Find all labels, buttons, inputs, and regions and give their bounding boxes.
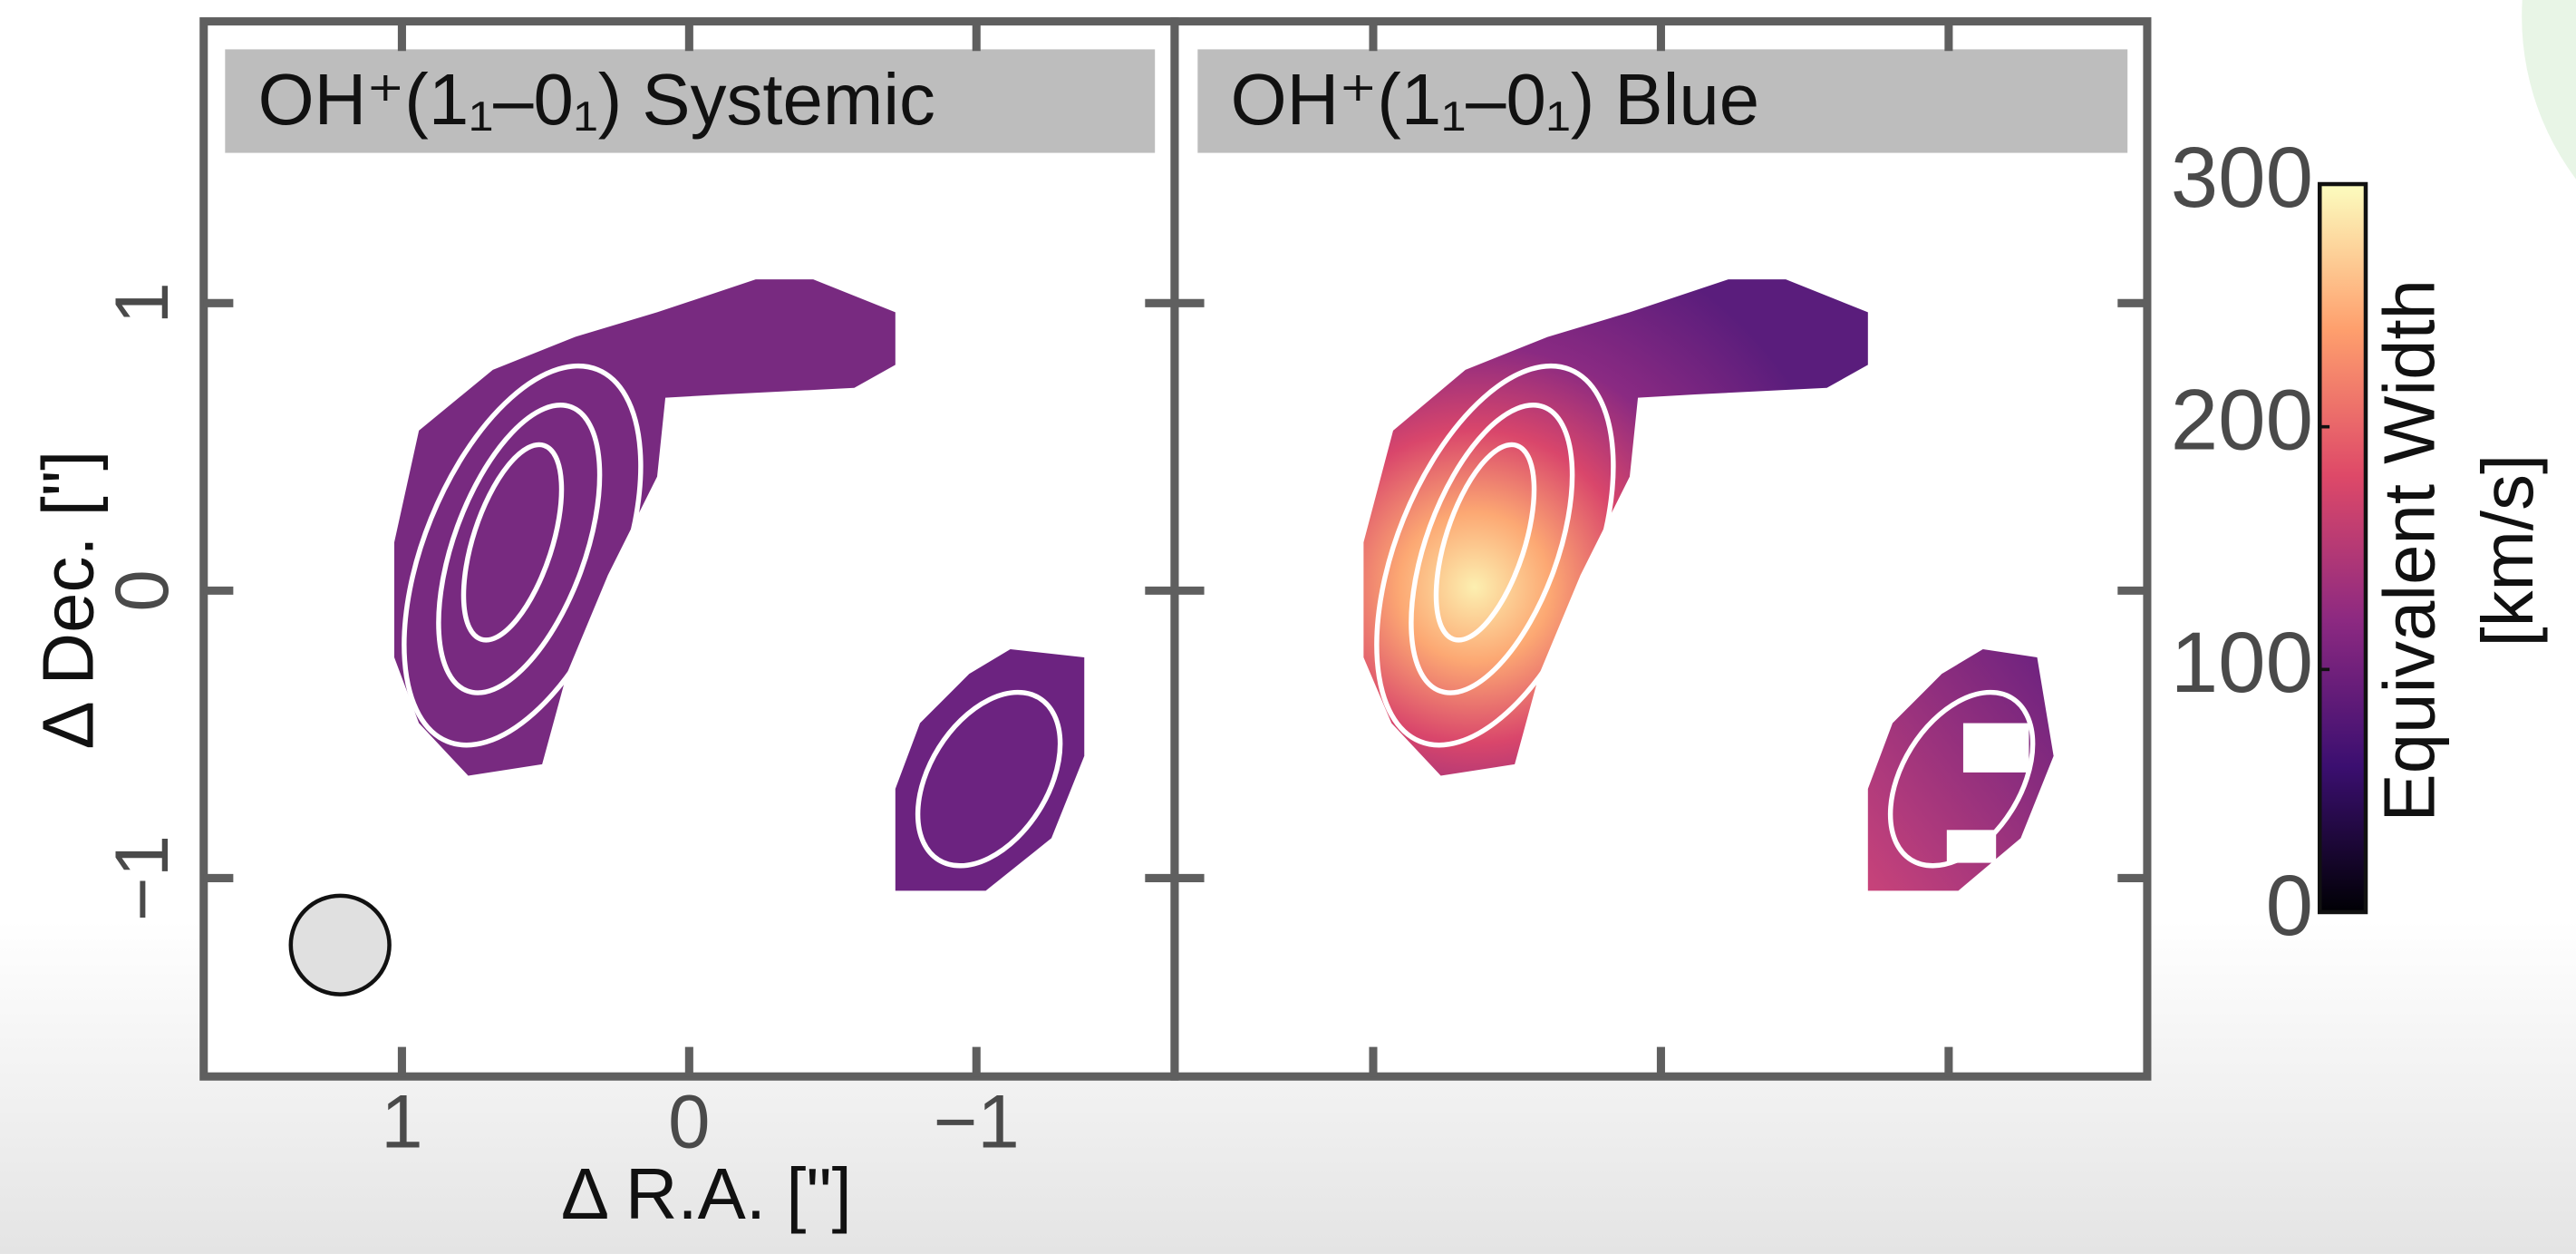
y-axis-label: Δ Dec. ["] xyxy=(28,451,109,750)
map-blue xyxy=(1363,279,2054,891)
panel-title: OH⁺(1₁–0₁) Systemic xyxy=(258,59,935,140)
colorbar-tick-label: 200 xyxy=(2171,373,2313,468)
background-shape xyxy=(2522,0,2576,180)
y-tick-label: 1 xyxy=(100,282,184,324)
title-box xyxy=(1197,49,2128,153)
x-axis-label: Δ R.A. ["] xyxy=(561,1153,852,1234)
map-systemic xyxy=(288,279,1085,996)
colorbar-tick-label: 300 xyxy=(2171,130,2313,225)
y-tick-label: −1 xyxy=(100,835,184,921)
x-tick-label: 0 xyxy=(668,1079,710,1163)
x-tick-label: −1 xyxy=(934,1079,1020,1163)
colorbar xyxy=(2317,181,2368,915)
title-box xyxy=(225,49,1156,153)
y-tick-label: 0 xyxy=(100,569,184,611)
colorbar-tick-label: 0 xyxy=(2266,858,2313,953)
colorbar-unit: [km/s] xyxy=(2467,454,2548,647)
panel-title: OH⁺(1₁–0₁) Blue xyxy=(1231,59,1759,140)
x-tick-label: 1 xyxy=(381,1079,422,1163)
colorbar-label: Equivalent Width xyxy=(2368,279,2449,821)
colorbar-tick-label: 100 xyxy=(2171,615,2313,710)
